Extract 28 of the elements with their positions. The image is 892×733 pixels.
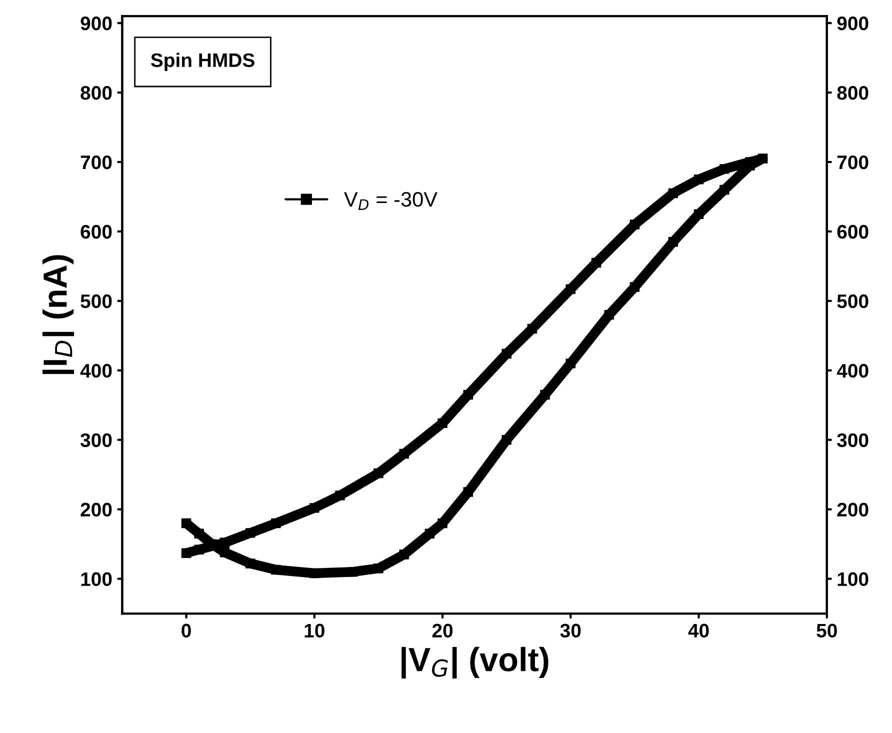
y2-tick-label: 600 (837, 224, 868, 239)
x-tick-label: 10 (304, 624, 324, 638)
y2-tick-label: 400 (836, 364, 868, 378)
x-tick-label: 50 (816, 624, 837, 638)
y-tick-label: 300 (80, 433, 112, 448)
y-tick-label: 600 (80, 224, 112, 239)
y2-tick-label: 500 (837, 294, 868, 308)
x-tick-label: 40 (688, 624, 709, 638)
y2-tick-label: 800 (837, 86, 868, 100)
x-tick-label: 30 (560, 624, 581, 638)
y-axis-title: |I$_{D}$| (nA) (42, 255, 74, 374)
y2-tick-label: 700 (837, 155, 868, 170)
y-tick-label: 700 (80, 155, 112, 170)
y2-tick-label: 200 (837, 502, 868, 517)
y2-tick-label: 900 (837, 16, 868, 30)
y-tick-label: 200 (80, 502, 112, 517)
y-tick-label: 400 (80, 364, 112, 378)
annotation: Spin HMDS (150, 52, 254, 71)
x-tick-label: 20 (432, 624, 453, 638)
y2-tick-label: 100 (838, 572, 868, 586)
y2-tick-label: 300 (837, 433, 868, 448)
y-tick-label: 900 (80, 16, 112, 30)
y-tick-label: 800 (80, 86, 112, 100)
y-tick-label: 500 (80, 294, 112, 308)
legend-label: V$_{D}$ = -30V (344, 192, 438, 210)
x-tick-label: 0 (182, 624, 191, 638)
x-axis-title: |V$_{G}$| (volt) (402, 646, 548, 678)
y-tick-label: 100 (81, 572, 112, 586)
